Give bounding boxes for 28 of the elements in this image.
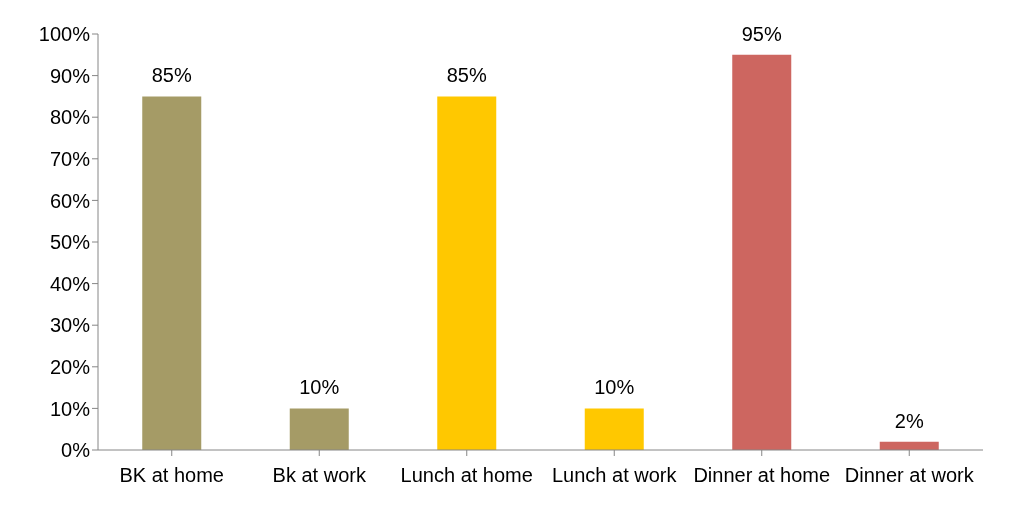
y-tick-label: 100%	[38, 23, 91, 46]
y-tick-label: 60%	[49, 189, 91, 212]
y-tick-label: 20%	[49, 355, 91, 378]
bar	[437, 96, 497, 450]
data-label: 10%	[299, 376, 340, 399]
data-label: 85%	[446, 64, 487, 87]
y-tick-label: 30%	[49, 314, 91, 337]
bar	[142, 96, 202, 450]
x-tick-label: BK at home	[119, 464, 225, 487]
y-tick-label: 50%	[49, 231, 91, 254]
data-label: 2%	[894, 409, 924, 432]
y-tick-label: 10%	[49, 397, 91, 420]
y-tick-label: 80%	[49, 106, 91, 129]
data-label: 95%	[741, 22, 782, 45]
y-tick-label: 90%	[49, 64, 91, 87]
x-tick-label: Dinner at work	[844, 464, 975, 487]
data-label: 10%	[594, 376, 635, 399]
x-tick-label: Dinner at home	[693, 464, 831, 487]
x-tick-label: Lunch at home	[400, 464, 533, 487]
data-label: 85%	[151, 64, 192, 87]
y-tick-label: 70%	[49, 147, 91, 170]
bar	[584, 408, 644, 450]
y-tick-label: 40%	[49, 272, 91, 295]
bar	[732, 54, 792, 450]
bar	[289, 408, 349, 450]
y-tick-label: 0%	[61, 439, 91, 462]
x-tick-label: Bk at work	[272, 464, 367, 487]
x-tick-label: Lunch at work	[551, 464, 678, 487]
